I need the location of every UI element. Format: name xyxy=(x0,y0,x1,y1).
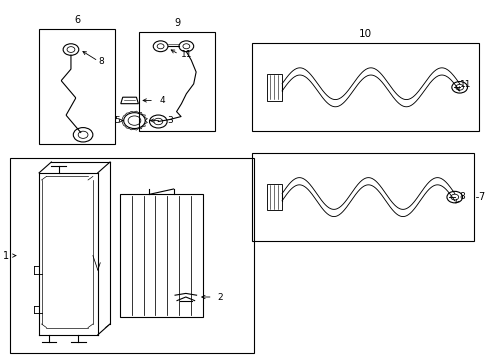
Text: 4: 4 xyxy=(160,96,165,105)
Bar xyxy=(39,29,115,144)
Text: 9: 9 xyxy=(174,18,180,28)
Text: 11: 11 xyxy=(181,50,192,59)
Text: 8: 8 xyxy=(459,192,465,201)
Text: 7: 7 xyxy=(477,192,484,202)
Bar xyxy=(251,153,473,241)
Text: 1: 1 xyxy=(3,251,9,261)
Bar xyxy=(251,43,478,131)
Text: 11: 11 xyxy=(459,80,470,89)
Bar xyxy=(10,158,254,353)
Bar xyxy=(120,194,203,317)
Text: 8: 8 xyxy=(98,57,104,66)
Text: 2: 2 xyxy=(217,292,223,302)
Text: 10: 10 xyxy=(358,29,371,39)
Text: 6: 6 xyxy=(74,15,80,25)
Text: 5: 5 xyxy=(114,116,120,125)
Bar xyxy=(266,184,282,210)
Bar xyxy=(266,74,282,100)
Bar xyxy=(139,32,215,131)
Text: 3: 3 xyxy=(167,116,173,125)
